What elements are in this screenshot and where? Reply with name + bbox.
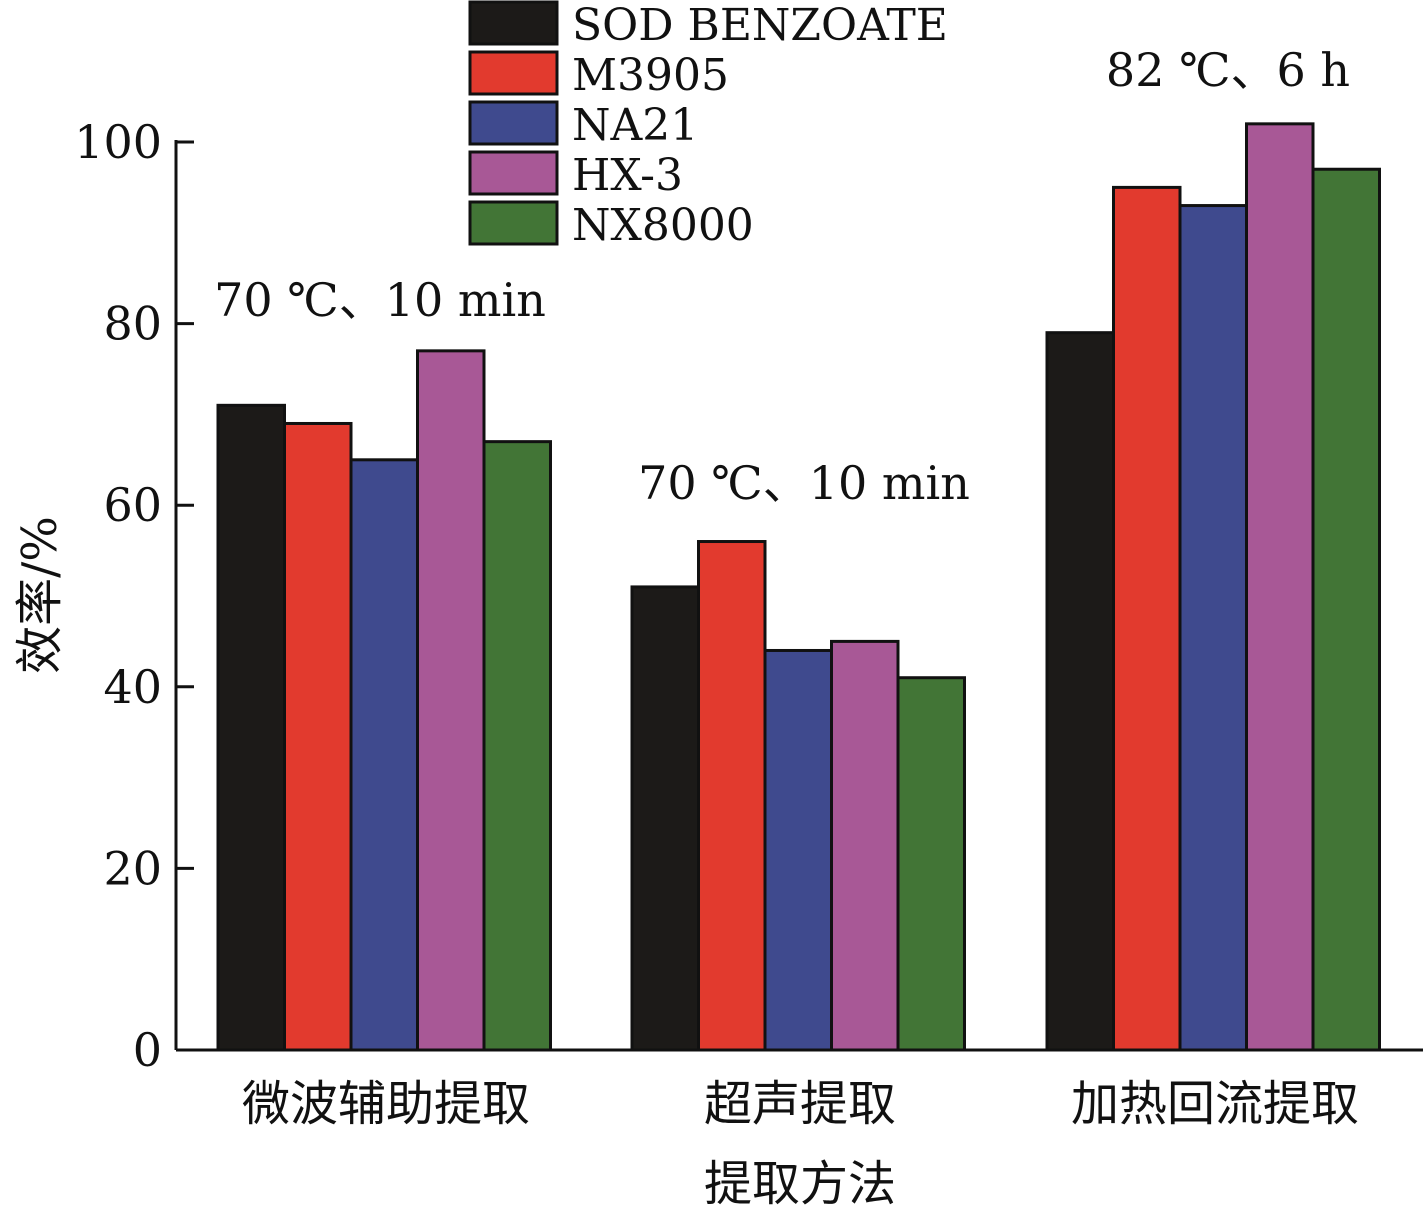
bar-m3905-0	[283, 421, 353, 1052]
bar-sod-benzoate-2	[1045, 331, 1115, 1052]
y-tick-label: 0	[133, 1023, 162, 1077]
legend-swatch	[468, 50, 559, 96]
legend-label: NA21	[572, 100, 698, 151]
category-label: 超声提取	[704, 1076, 896, 1132]
bar-na21-2	[1178, 204, 1248, 1052]
bars-group	[216, 122, 1381, 1052]
legend-swatch	[468, 0, 559, 46]
legend-label: NX8000	[572, 200, 754, 251]
condition-annotation: 82 ℃、6 h	[1106, 43, 1350, 97]
legend-label: HX-3	[572, 150, 683, 201]
axes-group	[174, 140, 1423, 1052]
category-labels-group: 微波辅助提取 超声提取 加热回流提取	[242, 1076, 1359, 1132]
legend-swatch	[468, 150, 559, 196]
bar-hx-3-1	[830, 639, 900, 1052]
legend-label: M3905	[572, 50, 729, 101]
bar-m3905-1	[697, 540, 767, 1052]
bar-nx8000-1	[896, 676, 966, 1052]
y-tick-label: 40	[103, 660, 162, 714]
y-tick-label: 100	[74, 115, 162, 169]
annotations-group: 70 ℃、10 min 70 ℃、10 min 82 ℃、6 h	[214, 43, 1350, 510]
condition-annotation: 70 ℃、10 min	[214, 273, 546, 327]
bar-sod-benzoate-1	[630, 585, 700, 1052]
legend-swatch	[468, 200, 559, 246]
y-axis-title: 效率/%	[12, 516, 68, 674]
bar-sod-benzoate-0	[216, 403, 286, 1052]
bar-na21-0	[349, 458, 419, 1052]
bar-hx-3-2	[1245, 122, 1315, 1052]
y-tick-label: 60	[103, 478, 162, 532]
bar-nx8000-0	[482, 440, 552, 1052]
bar-nx8000-2	[1311, 167, 1381, 1052]
legend-label: SOD BENZOATE	[572, 0, 948, 51]
bar-na21-1	[763, 648, 833, 1052]
y-tick-label: 80	[103, 297, 162, 351]
bar-m3905-2	[1112, 185, 1182, 1052]
legend-swatch	[468, 100, 559, 146]
category-label: 加热回流提取	[1071, 1076, 1359, 1132]
y-ticks-group: 0 20 40 60 80 100	[74, 115, 194, 1077]
y-tick-label: 20	[103, 841, 162, 895]
bar-hx-3-0	[416, 349, 486, 1052]
category-label: 微波辅助提取	[242, 1076, 530, 1132]
condition-annotation: 70 ℃、10 min	[638, 456, 970, 510]
x-axis-title: 提取方法	[704, 1156, 896, 1212]
